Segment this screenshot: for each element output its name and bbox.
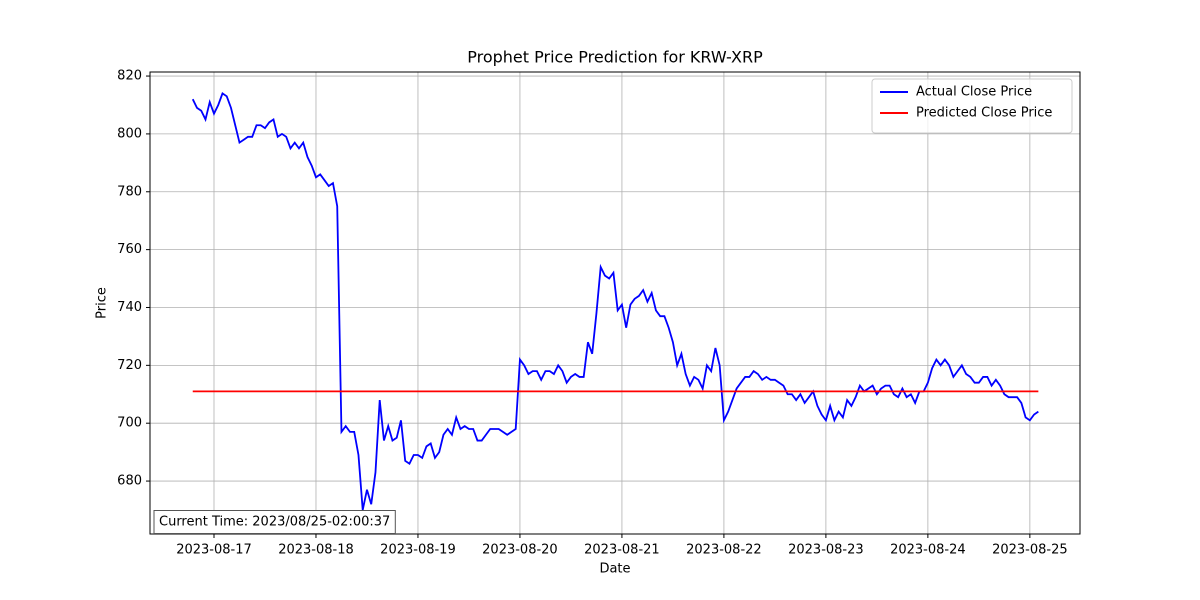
x-tick-label: 2023-08-22 (686, 543, 762, 558)
x-tick-label: 2023-08-19 (380, 543, 456, 558)
y-axis-label: Price (95, 287, 110, 319)
y-tick-label: 680 (117, 474, 142, 489)
y-tick-label: 760 (117, 242, 142, 257)
annotation: Current Time: 2023/08/25-02:00:37 (159, 515, 390, 530)
y-tick-label: 820 (117, 69, 142, 84)
y-tick-label: 780 (117, 184, 142, 199)
x-tick-label: 2023-08-25 (992, 543, 1068, 558)
legend-label: Predicted Close Price (916, 106, 1052, 121)
plot-frame (149, 71, 1081, 535)
x-tick-label: 2023-08-17 (176, 543, 252, 558)
y-tick-label: 800 (117, 126, 142, 141)
legend-label: Actual Close Price (916, 85, 1032, 100)
annotation-box (153, 510, 396, 534)
x-tick-label: 2023-08-20 (482, 543, 558, 558)
x-axis-label: Date (599, 562, 630, 577)
y-tick-label: 720 (117, 358, 142, 373)
chart-title: Prophet Price Prediction for KRW-XRP (467, 48, 763, 67)
legend-box (871, 78, 1073, 134)
data-line (191, 92, 1039, 511)
x-tick-label: 2023-08-21 (584, 543, 660, 558)
y-tick-label: 700 (117, 416, 142, 431)
y-tick-label: 740 (117, 300, 142, 315)
x-tick-label: 2023-08-23 (788, 543, 864, 558)
x-tick-label: 2023-08-24 (890, 543, 966, 558)
x-tick-label: 2023-08-18 (278, 543, 354, 558)
